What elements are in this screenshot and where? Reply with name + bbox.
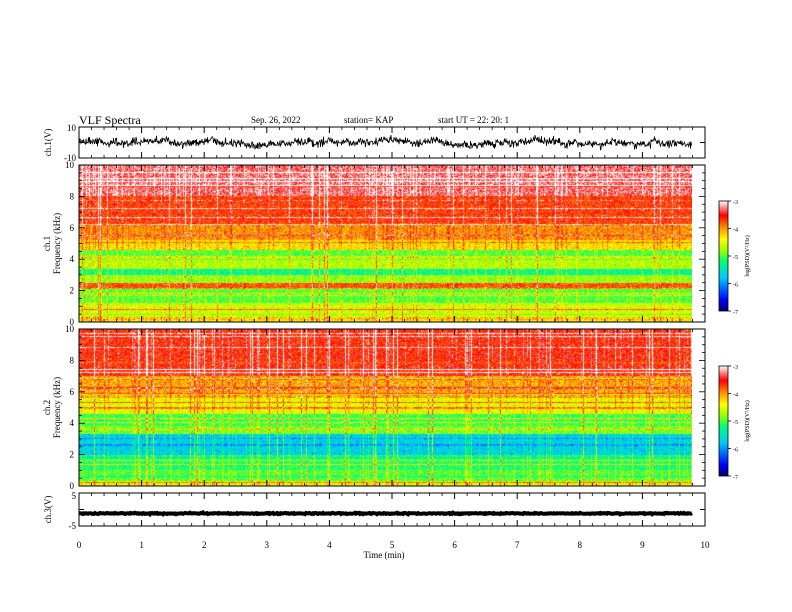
y-tick-label-ch1: 0 — [70, 317, 75, 327]
x-tick-label: 5 — [390, 540, 395, 550]
x-tick-label: 8 — [578, 540, 583, 550]
y-tick-label-ch1: 2 — [70, 286, 75, 296]
spectrogram-ch2 — [79, 329, 692, 486]
colorbar-tick-label-ch2: -6 — [733, 448, 738, 454]
colorbar-label-text-ch1: log(PSD)(V²/Hz) — [744, 235, 751, 276]
y-tick-label-ch2: 2 — [70, 450, 75, 460]
x-tick-label: 6 — [452, 540, 457, 550]
colorbar-tick-label-ch1: -5 — [733, 255, 738, 261]
y-axis-label-ch1: ch.1 Frequency (kHz) — [42, 213, 62, 274]
x-axis-label: Time (min) — [364, 550, 405, 560]
y-tick-label-ch2: 10 — [65, 324, 75, 334]
axes-layer — [78, 126, 731, 527]
spectrogram-ch1 — [79, 165, 692, 322]
y-tick-label-ch2: 0 — [70, 481, 75, 491]
colorbar-tick-label-ch1: -6 — [733, 283, 738, 289]
y-axis-label-ch3: ch.3(V) — [43, 496, 53, 524]
x-tick-label: 4 — [327, 540, 332, 550]
x-tick-label: 10 — [701, 540, 711, 550]
ch1-waveform-trace — [78, 134, 693, 151]
y-tick-label-ch1: 4 — [70, 254, 75, 264]
y-tick-label-ch3: -5 — [69, 521, 77, 531]
colorbar-tick-label-ch2: -7 — [733, 475, 738, 481]
ch3-trace — [78, 509, 693, 518]
y-tick-label-ch1: 10 — [65, 160, 75, 170]
y-axis-label-ch1-line: ch.1 — [42, 236, 52, 251]
y-axis-label-ch2-line: ch.2 — [42, 400, 52, 415]
y-axis-label-ch1-line: Frequency (kHz) — [52, 213, 62, 274]
colorbar-label-text-ch2: log(PSD)(V²/Hz) — [744, 400, 751, 441]
colorbar-tick-label-ch2: -5 — [733, 420, 738, 426]
colorbar-tick-label-ch2: -3 — [733, 365, 738, 371]
y-tick-label-ch2: 4 — [70, 418, 75, 428]
y-tick-label-ch1: 10 — [67, 123, 77, 133]
y-tick-label-ch2: 6 — [70, 387, 75, 397]
start-ut-label: start UT = 22: 20: 1 — [438, 115, 510, 125]
colorbar-tick-label-ch1: -7 — [733, 310, 738, 316]
x-tick-label: 0 — [77, 540, 82, 550]
y-tick-label-ch1: 8 — [70, 191, 75, 201]
x-tick-label: 2 — [202, 540, 207, 550]
colorbar-label-ch1: log(PSD)(V²/Hz) — [744, 235, 751, 276]
colorbar-tick-label-ch2: -4 — [733, 393, 738, 399]
colorbar-ch1 — [718, 200, 729, 312]
date-label: Sep. 26, 2022 — [251, 115, 301, 125]
colorbar-tick-label-ch1: -3 — [733, 200, 738, 206]
y-tick-label-ch3: 5 — [72, 491, 77, 501]
x-tick-label: 9 — [640, 540, 645, 550]
x-tick-label: 1 — [139, 540, 144, 550]
y-axis-label-ch3-line: ch.3(V) — [43, 496, 53, 524]
figure-title: VLF Spectra — [79, 113, 141, 127]
y-tick-label-ch1: -10 — [64, 153, 76, 163]
y-axis-label-ch2: ch.2 Frequency (kHz) — [42, 377, 62, 438]
y-tick-label-ch1: 6 — [70, 223, 75, 233]
y-tick-label-ch2: 8 — [70, 355, 75, 365]
x-tick-label: 7 — [515, 540, 520, 550]
y-axis-label-ch2-line: Frequency (kHz) — [52, 377, 62, 438]
y-axis-label-ch1: ch.1(V) — [43, 129, 53, 157]
station-label: station= KAP — [344, 115, 394, 125]
y-axis-label-ch1-line: ch.1(V) — [43, 129, 53, 157]
spectrogram-layer — [78, 134, 693, 518]
colorbar-ch2 — [718, 365, 729, 477]
x-tick-label: 3 — [265, 540, 270, 550]
colorbar-tick-label-ch1: -4 — [733, 228, 738, 234]
colorbar-label-ch2: log(PSD)(V²/Hz) — [744, 400, 751, 441]
